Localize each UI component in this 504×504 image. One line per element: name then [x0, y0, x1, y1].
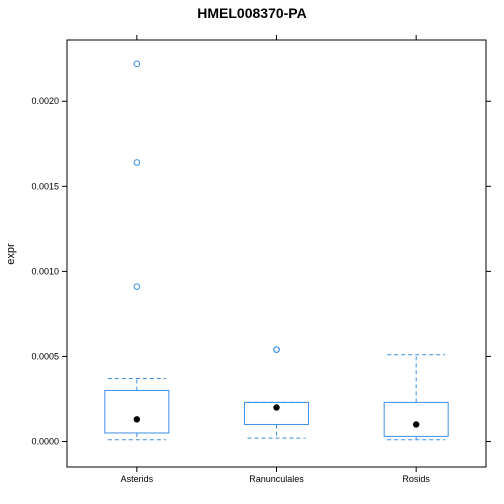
y-tick-label: 0.0005 [31, 351, 59, 361]
outlier-point [273, 346, 280, 353]
median-dot [273, 404, 280, 411]
outlier-point [133, 159, 141, 166]
iqr-box [383, 401, 449, 437]
y-axis-ticks: 0.0000 0.0005 0.0010 0.0015 0.0020 [31, 96, 491, 446]
median-dot [412, 421, 420, 428]
x-tick-label: Ranunculales [249, 474, 304, 484]
plot-frame [66, 39, 487, 468]
y-tick-label: 0.0000 [31, 436, 59, 446]
chart-title: HMEL008370-PA [197, 5, 306, 21]
y-tick-label: 0.0015 [31, 181, 59, 191]
outlier-point [133, 283, 141, 290]
outlier-point [133, 60, 141, 68]
y-tick-label: 0.0020 [31, 96, 59, 106]
iqr-box [244, 401, 309, 425]
x-axis-ticks: Asterids Ranunculales Rosids [121, 35, 430, 484]
median-dot [133, 416, 141, 423]
iqr-box [104, 389, 170, 434]
x-tick-label: Rosids [402, 474, 430, 484]
box-rosids [383, 354, 449, 441]
y-axis-label: expr [5, 243, 17, 265]
box-asterids [104, 60, 170, 441]
box-ranunculales [244, 346, 309, 439]
box-group [104, 60, 449, 441]
x-tick-label: Asterids [121, 474, 154, 484]
y-tick-label: 0.0010 [31, 266, 59, 276]
